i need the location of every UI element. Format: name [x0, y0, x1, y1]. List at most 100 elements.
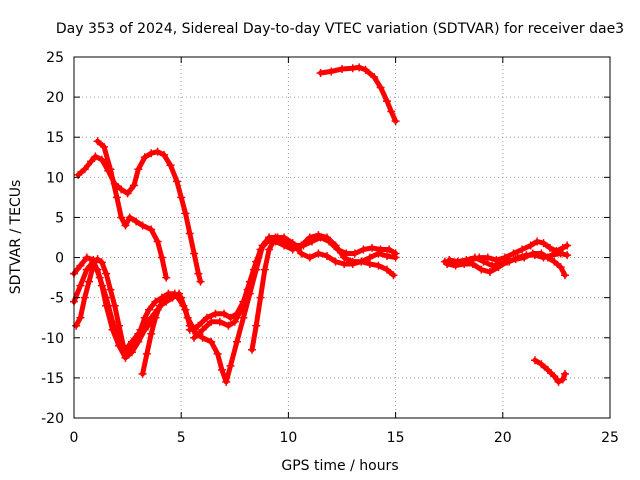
markers-sat-i [247, 233, 398, 354]
data-point-marker [359, 245, 368, 254]
data-point-marker [138, 221, 147, 230]
data-point-marker [138, 369, 147, 378]
data-point-marker [80, 293, 89, 302]
data-point-marker [314, 231, 323, 240]
data-point-marker [322, 233, 331, 242]
markers-sat-b [93, 137, 171, 282]
x-tick-label: 20 [494, 430, 512, 446]
data-point-marker [198, 333, 207, 342]
y-tick-label: 25 [46, 50, 64, 66]
data-point-marker [134, 165, 143, 174]
data-point-marker [243, 285, 252, 294]
data-point-marker [470, 253, 479, 262]
data-point-marker [185, 325, 194, 334]
data-point-marker [194, 269, 203, 278]
data-point-marker [548, 251, 557, 260]
data-point-marker [172, 177, 181, 186]
data-point-marker [166, 161, 175, 170]
data-point-marker [132, 217, 141, 226]
markers-sat-j [316, 63, 400, 126]
data-point-marker [117, 213, 126, 222]
data-point-marker [370, 73, 379, 82]
y-tick-label: -15 [41, 371, 64, 387]
data-point-marker [215, 317, 224, 326]
data-point-marker [130, 181, 139, 190]
data-point-marker [556, 249, 565, 258]
data-point-marker [232, 337, 241, 346]
data-point-marker [485, 267, 494, 276]
data-point-marker [151, 313, 160, 322]
data-point-marker [509, 249, 518, 258]
data-point-marker [140, 153, 149, 162]
data-point-marker [125, 213, 134, 222]
data-point-marker [280, 241, 289, 250]
data-point-marker [453, 257, 462, 266]
data-point-marker [97, 155, 106, 164]
data-point-marker [157, 253, 166, 262]
data-point-marker [177, 193, 186, 202]
data-point-marker [348, 64, 357, 73]
data-point-marker [496, 259, 505, 268]
data-point-marker [477, 265, 486, 274]
x-tick-label: 15 [387, 430, 405, 446]
data-point-marker [374, 261, 383, 270]
data-point-marker [202, 313, 211, 322]
data-point-marker [97, 258, 106, 267]
data-point-marker [545, 243, 554, 252]
data-point-marker [539, 239, 548, 248]
data-point-marker [85, 277, 94, 286]
data-point-marker [185, 229, 194, 238]
data-point-marker [147, 329, 156, 338]
data-point-marker [247, 345, 256, 354]
data-point-marker [338, 65, 346, 74]
data-point-marker [322, 251, 331, 260]
data-point-marker [76, 281, 85, 290]
data-point-marker [331, 257, 340, 266]
data-point-marker [198, 325, 207, 334]
data-point-marker [526, 241, 535, 250]
data-point-marker [391, 253, 400, 262]
data-point-marker [102, 293, 111, 302]
data-point-marker [220, 309, 229, 318]
data-point-marker [271, 233, 280, 242]
data-point-marker [350, 249, 359, 258]
data-point-marker [76, 313, 85, 322]
data-point-marker [82, 253, 91, 262]
data-point-marker [87, 157, 96, 166]
data-point-marker [207, 337, 216, 346]
data-point-marker [168, 293, 177, 302]
data-point-marker [340, 259, 349, 268]
data-point-marker [385, 245, 394, 254]
chart-title: Day 353 of 2024, Sidereal Day-to-day VTE… [56, 21, 624, 37]
data-point-marker [391, 117, 400, 126]
data-point-marker [226, 361, 235, 370]
data-point-marker [387, 107, 396, 116]
data-point-marker [190, 333, 199, 342]
data-point-marker [543, 365, 552, 374]
y-tick-label: 20 [46, 90, 64, 106]
data-point-marker [558, 375, 567, 384]
data-point-marker [297, 241, 306, 250]
data-point-marker [383, 97, 392, 106]
y-tick-label: 5 [55, 210, 64, 226]
data-point-marker [361, 65, 370, 74]
y-axis-label: SDTVAR / TECUs [8, 180, 24, 295]
data-point-marker [93, 137, 102, 146]
data-point-marker [479, 257, 488, 266]
data-point-marker [314, 249, 323, 258]
data-point-marker [443, 259, 452, 268]
data-point-marker [560, 271, 569, 280]
data-point-marker [389, 271, 398, 280]
data-point-marker [147, 225, 156, 234]
data-point-marker [513, 253, 522, 262]
data-point-marker [530, 251, 539, 260]
data-point-marker [222, 377, 231, 386]
data-point-marker [550, 257, 559, 266]
data-point-marker [175, 289, 184, 298]
data-point-marker [123, 189, 132, 198]
data-point-marker [72, 321, 81, 330]
data-point-marker [82, 265, 91, 274]
data-point-marker [256, 293, 265, 302]
data-point-marker [505, 257, 514, 266]
